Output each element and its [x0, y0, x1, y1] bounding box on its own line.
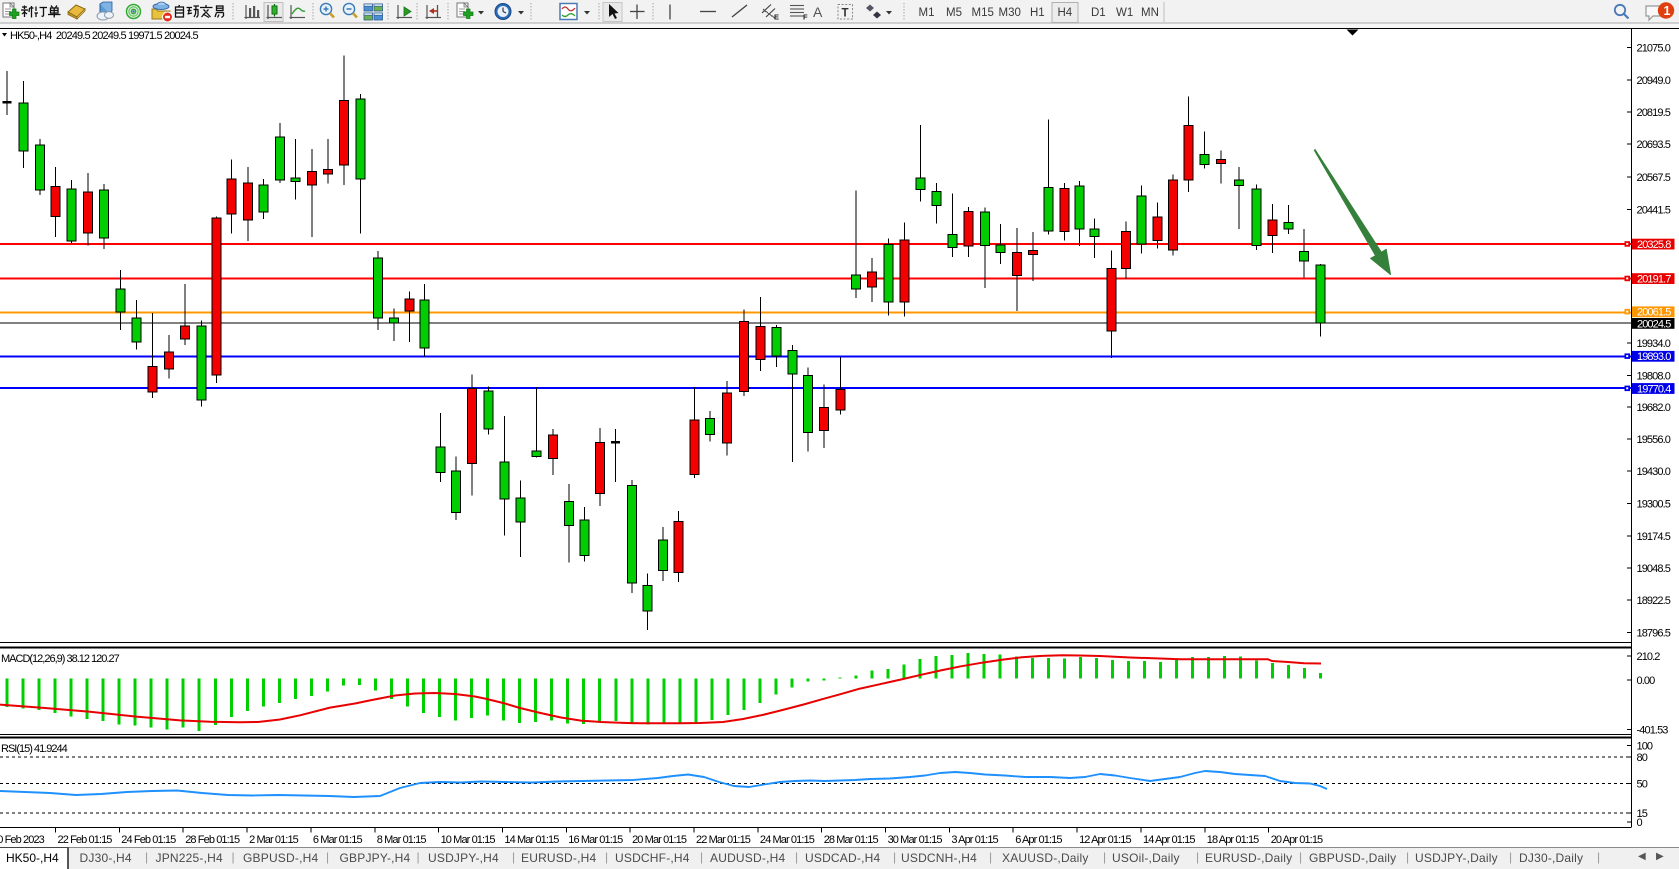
svg-text:28 Mar 01:15: 28 Mar 01:15: [824, 834, 879, 846]
svg-text:19048.5: 19048.5: [1637, 563, 1671, 575]
svg-text:14 Apr 01:15: 14 Apr 01:15: [1143, 834, 1195, 846]
svg-text:20061.5: 20061.5: [1637, 307, 1671, 319]
svg-text:M1: M1: [919, 7, 935, 19]
svg-text:20 Apr 01:15: 20 Apr 01:15: [1271, 834, 1323, 846]
svg-text:20191.7: 20191.7: [1637, 274, 1671, 286]
svg-text:19808.0: 19808.0: [1637, 371, 1671, 383]
svg-text:HK50-,H4 20249.5 20249.5 1997: HK50-,H4 20249.5 20249.5 19971.5 20024.5: [10, 30, 199, 42]
svg-text:22 Mar 01:15: 22 Mar 01:15: [696, 834, 751, 846]
svg-text:24 Mar 01:15: 24 Mar 01:15: [760, 834, 815, 846]
svg-text:F: F: [803, 13, 808, 22]
svg-text:0.00: 0.00: [1637, 675, 1656, 687]
svg-text:19893.0: 19893.0: [1637, 351, 1671, 363]
svg-text:D1: D1: [1091, 7, 1106, 19]
svg-text:-401.53: -401.53: [1637, 725, 1669, 737]
svg-text:19300.5: 19300.5: [1637, 499, 1671, 511]
svg-text:20819.5: 20819.5: [1637, 107, 1671, 119]
svg-text:MN: MN: [1141, 7, 1159, 19]
svg-text:15: 15: [1637, 808, 1648, 820]
svg-text:10 Mar 01:15: 10 Mar 01:15: [441, 834, 496, 846]
svg-text:20325.8: 20325.8: [1637, 239, 1671, 251]
svg-text:16 Mar 01:15: 16 Mar 01:15: [568, 834, 623, 846]
svg-text:19934.0: 19934.0: [1637, 338, 1671, 350]
svg-text:3 Apr 01:15: 3 Apr 01:15: [951, 834, 998, 846]
svg-text:18 Apr 01:15: 18 Apr 01:15: [1207, 834, 1259, 846]
svg-text:14 Mar 01:15: 14 Mar 01:15: [504, 834, 559, 846]
svg-text:T: T: [842, 8, 849, 20]
svg-text:21075.0: 21075.0: [1637, 43, 1671, 55]
svg-text:20024.5: 20024.5: [1637, 318, 1671, 330]
svg-text:20 Mar 01:15: 20 Mar 01:15: [632, 834, 687, 846]
svg-text:H1: H1: [1030, 7, 1045, 19]
svg-text:A: A: [813, 4, 823, 20]
svg-text:M30: M30: [999, 7, 1021, 19]
svg-text:18922.5: 18922.5: [1637, 595, 1671, 607]
svg-text:20949.0: 20949.0: [1637, 75, 1671, 87]
svg-text:19430.0: 19430.0: [1637, 466, 1671, 478]
svg-text:28 Feb 01:15: 28 Feb 01:15: [185, 834, 240, 846]
svg-text:1: 1: [1664, 4, 1671, 18]
svg-text:M15: M15: [972, 7, 994, 19]
svg-text:22 Feb 01:15: 22 Feb 01:15: [58, 834, 113, 846]
svg-text:19682.0: 19682.0: [1637, 402, 1671, 414]
svg-text:24 Feb 01:15: 24 Feb 01:15: [121, 834, 176, 846]
svg-text:6 Mar 01:15: 6 Mar 01:15: [313, 834, 363, 846]
svg-text:19556.0: 19556.0: [1637, 434, 1671, 446]
svg-text:20441.5: 20441.5: [1637, 205, 1671, 217]
svg-text:80: 80: [1637, 752, 1648, 764]
svg-text:M5: M5: [946, 7, 962, 19]
svg-text:20567.5: 20567.5: [1637, 172, 1671, 184]
svg-text:20693.5: 20693.5: [1637, 139, 1671, 151]
svg-text:E: E: [774, 13, 779, 22]
svg-text:18796.5: 18796.5: [1637, 628, 1671, 640]
svg-text:30 Mar 01:15: 30 Mar 01:15: [888, 834, 943, 846]
svg-text:8 Mar 01:15: 8 Mar 01:15: [377, 834, 427, 846]
svg-text:MACD(12,26,9) 38.12 120.27: MACD(12,26,9) 38.12 120.27: [1, 653, 120, 665]
svg-text:0: 0: [1637, 817, 1643, 829]
svg-text:12 Apr 01:15: 12 Apr 01:15: [1079, 834, 1131, 846]
svg-text:RSI(15) 41.9244: RSI(15) 41.9244: [1, 743, 68, 755]
svg-text:50: 50: [1637, 779, 1648, 791]
svg-text:210.2: 210.2: [1637, 651, 1661, 663]
svg-text:6 Apr 01:15: 6 Apr 01:15: [1015, 834, 1062, 846]
svg-text:H4: H4: [1058, 7, 1073, 19]
svg-text:100: 100: [1637, 741, 1653, 753]
svg-text:19174.5: 19174.5: [1637, 531, 1671, 543]
svg-text:20 Feb 2023: 20 Feb 2023: [0, 834, 45, 846]
svg-text:W1: W1: [1116, 7, 1133, 19]
svg-text:19770.4: 19770.4: [1637, 383, 1671, 395]
svg-text:2 Mar 01:15: 2 Mar 01:15: [249, 834, 299, 846]
